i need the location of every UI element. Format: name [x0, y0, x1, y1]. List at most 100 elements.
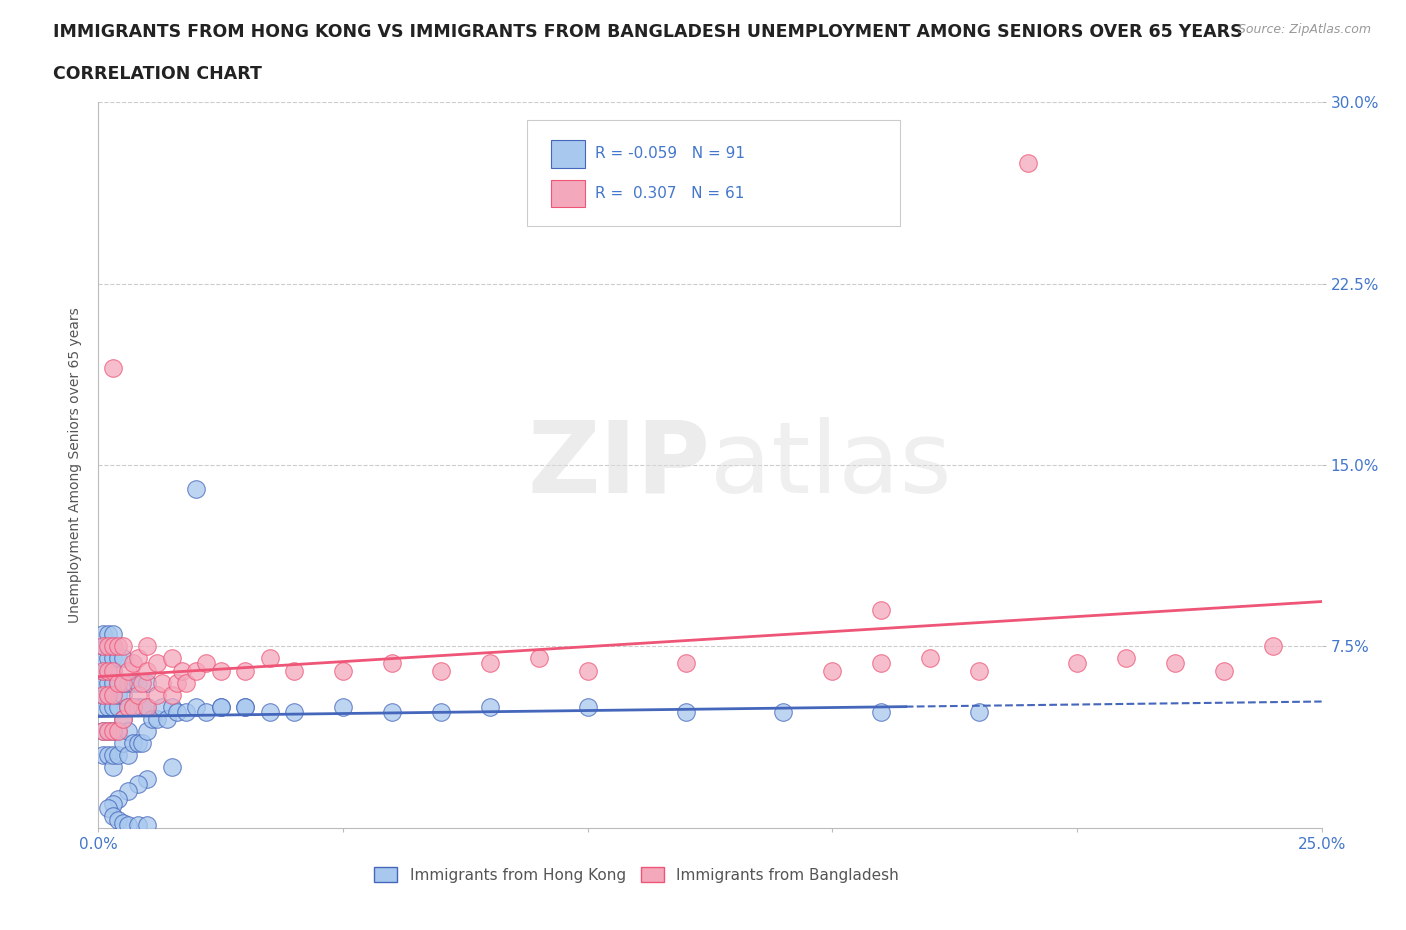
Point	[1212, 663, 1234, 678]
Point	[131, 675, 153, 690]
Point	[121, 675, 143, 690]
Point	[117, 724, 139, 738]
Point	[430, 663, 453, 678]
Point	[127, 687, 149, 702]
Y-axis label: Unemployment Among Seniors over 65 years: Unemployment Among Seniors over 65 years	[67, 307, 82, 623]
Point	[233, 699, 256, 714]
Point	[136, 699, 159, 714]
Point	[107, 748, 129, 763]
Point	[117, 748, 139, 763]
Point	[136, 817, 159, 832]
Point	[101, 687, 124, 702]
Point	[186, 663, 208, 678]
Point	[101, 724, 124, 738]
Point	[332, 699, 354, 714]
Point	[195, 656, 218, 671]
Point	[107, 724, 129, 738]
Point	[160, 760, 183, 775]
Point	[1066, 656, 1088, 671]
Point	[160, 687, 183, 702]
Point	[381, 656, 404, 671]
Point	[127, 675, 149, 690]
Point	[101, 675, 124, 690]
Point	[430, 704, 453, 719]
Point	[97, 663, 120, 678]
Point	[186, 482, 208, 497]
Point	[233, 663, 256, 678]
Text: R =  0.307   N = 61: R = 0.307 N = 61	[595, 186, 744, 201]
Point	[91, 651, 114, 666]
Point	[381, 704, 404, 719]
Point	[101, 651, 124, 666]
Point	[920, 651, 942, 666]
Point	[101, 639, 124, 654]
Point	[283, 663, 305, 678]
Point	[772, 704, 794, 719]
Point	[136, 663, 159, 678]
Point	[107, 791, 129, 806]
Point	[91, 663, 114, 678]
Point	[111, 711, 134, 726]
Point	[97, 801, 120, 816]
Point	[967, 663, 990, 678]
Point	[160, 651, 183, 666]
Point	[91, 687, 114, 702]
Point	[176, 704, 198, 719]
Point	[107, 699, 129, 714]
Point	[870, 704, 893, 719]
Point	[101, 748, 124, 763]
Point	[136, 699, 159, 714]
Point	[97, 724, 120, 738]
Point	[150, 699, 173, 714]
Point	[141, 711, 163, 726]
Point	[675, 704, 697, 719]
Point	[146, 656, 169, 671]
Point	[121, 699, 143, 714]
Point	[233, 699, 256, 714]
Point	[107, 675, 129, 690]
Point	[675, 656, 697, 671]
Point	[150, 675, 173, 690]
Point	[97, 627, 120, 642]
Point	[111, 816, 134, 830]
Point	[111, 711, 134, 726]
Point	[170, 663, 193, 678]
Bar	[551, 140, 585, 167]
Point	[97, 748, 120, 763]
Point	[111, 675, 134, 690]
Point	[967, 704, 990, 719]
Point	[91, 639, 114, 654]
Point	[166, 675, 188, 690]
Point	[478, 699, 501, 714]
Point	[97, 651, 120, 666]
Point	[117, 699, 139, 714]
Point	[195, 704, 218, 719]
Point	[101, 639, 124, 654]
Point	[101, 724, 124, 738]
Point	[283, 704, 305, 719]
Point	[117, 817, 139, 832]
Point	[576, 699, 599, 714]
Point	[91, 724, 114, 738]
Point	[1261, 639, 1284, 654]
Point	[1017, 155, 1039, 170]
Point	[136, 772, 159, 787]
Point	[101, 627, 124, 642]
Point	[97, 699, 120, 714]
Point	[117, 699, 139, 714]
Point	[136, 675, 159, 690]
Point	[101, 796, 124, 811]
Point	[101, 361, 124, 376]
Point	[527, 651, 550, 666]
Point	[1115, 651, 1137, 666]
Point	[870, 656, 893, 671]
Point	[91, 687, 114, 702]
Point	[101, 687, 124, 702]
Point	[209, 699, 232, 714]
Legend: Immigrants from Hong Kong, Immigrants from Bangladesh: Immigrants from Hong Kong, Immigrants fr…	[368, 861, 905, 889]
Point	[166, 704, 188, 719]
Point	[107, 639, 129, 654]
Point	[91, 663, 114, 678]
Point	[111, 687, 134, 702]
Point	[156, 711, 179, 726]
